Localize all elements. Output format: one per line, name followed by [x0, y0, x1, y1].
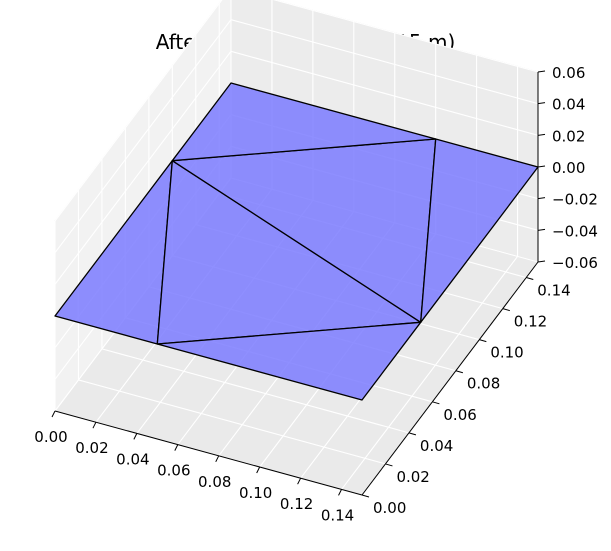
mesh-element-5 [156, 321, 422, 401]
y-tick-label: 0.14 [537, 282, 570, 300]
x-tick-label: 0.02 [75, 439, 108, 457]
gridline-z-left [54, 0, 223, 222]
z-tick [537, 102, 546, 105]
y-tick [479, 339, 487, 343]
z-tick-label: 0.04 [552, 96, 585, 114]
gridline-z-left [54, 51, 232, 285]
z-tick [537, 260, 546, 263]
z-tick [537, 133, 546, 136]
z-tick-label: 0.00 [552, 159, 585, 177]
y-tick-label: 0.08 [467, 375, 500, 393]
x-tick-label: 0.12 [280, 495, 313, 513]
mesh-element-4 [171, 82, 437, 162]
y-tick-label: 0.02 [396, 468, 429, 486]
y-tick-label: 0.12 [514, 313, 547, 331]
x-tick [51, 410, 56, 418]
x-tick-label: 0.10 [239, 484, 272, 502]
x-tick-label: 0.00 [34, 428, 67, 446]
y-tick [432, 401, 440, 405]
x-tick [92, 421, 97, 429]
x-tick [297, 477, 302, 485]
y-tick-label: 0.10 [490, 344, 523, 362]
gridline-y-floor [78, 379, 386, 465]
x-tick [256, 466, 261, 474]
y-tick [455, 370, 464, 374]
z-tick-label: 0.02 [552, 127, 585, 145]
z-tick-label: −0.04 [552, 222, 598, 240]
gridline-z-left [54, 19, 232, 253]
x-tick-label: 0.04 [116, 450, 149, 468]
y-tick-label: 0.06 [443, 406, 476, 424]
y-tick-label: 0.04 [420, 437, 453, 455]
x-tick-label: 0.14 [321, 506, 354, 524]
gridline-z-back [230, 19, 539, 105]
mesh-element-6 [420, 138, 539, 323]
y-axis-line [361, 261, 539, 496]
y-tick [361, 494, 370, 498]
x-tick [215, 455, 220, 463]
y-tick [385, 463, 393, 467]
z-tick-label: −0.06 [552, 254, 598, 272]
y-tick [408, 432, 417, 436]
x-axis-line [54, 410, 363, 496]
gridline-x-floor [341, 256, 518, 490]
y-tick [502, 308, 510, 312]
x-tick [174, 444, 179, 451]
x-tick-label: 0.08 [198, 473, 231, 491]
gridline-z-back [272, 0, 539, 73]
z-tick [537, 165, 546, 168]
x-tick-label: 0.06 [157, 462, 190, 480]
z-tick [537, 197, 546, 200]
y-tick-label: 0.00 [373, 499, 406, 517]
y-tick [526, 277, 534, 281]
z-tick-label: −0.02 [552, 191, 598, 209]
gridline-y-floor [101, 348, 410, 434]
x-tick [338, 489, 342, 496]
z-tick-label: 0.06 [552, 64, 585, 82]
z-tick [537, 228, 546, 231]
x-tick [133, 433, 138, 440]
z-tick [537, 70, 546, 73]
gridline-z-back [230, 50, 539, 136]
